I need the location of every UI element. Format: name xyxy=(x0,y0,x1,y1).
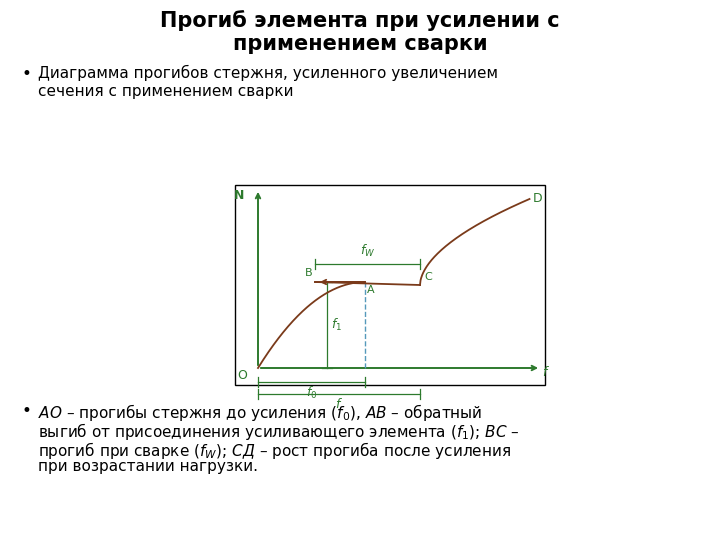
Text: прогиб при сварке ($f_W$); $\mathbf{\mathit{СД}}$ – рост прогиба после усиления: прогиб при сварке ($f_W$); $\mathbf{\mat… xyxy=(38,440,511,461)
Text: N: N xyxy=(233,189,244,202)
Text: D: D xyxy=(533,192,542,206)
Text: •: • xyxy=(22,402,32,420)
Text: f: f xyxy=(542,366,546,379)
Bar xyxy=(235,185,545,385)
Text: $\mathbf{\mathit{АО}}$ – прогибы стержня до усиления ($f_0$), $\mathbf{\mathit{А: $\mathbf{\mathit{АО}}$ – прогибы стержня… xyxy=(38,402,482,423)
Text: C: C xyxy=(424,272,432,282)
Text: •: • xyxy=(22,65,32,83)
Text: при возрастании нагрузки.: при возрастании нагрузки. xyxy=(38,459,258,474)
Text: Прогиб элемента при усилении с
применением сварки: Прогиб элемента при усилении с применени… xyxy=(160,10,560,54)
Text: $\mathit{f}$: $\mathit{f}$ xyxy=(335,397,343,411)
Text: выгиб от присоединения усиливающего элемента ($f_1$); $\mathbf{\mathit{ВС}}$ –: выгиб от присоединения усиливающего элем… xyxy=(38,421,520,442)
Text: B: B xyxy=(305,268,312,278)
Text: $\mathit{f_0}$: $\mathit{f_0}$ xyxy=(306,385,318,401)
Text: O: O xyxy=(237,369,247,382)
Text: Диаграмма прогибов стержня, усиленного увеличением
сечения с применением сварки: Диаграмма прогибов стержня, усиленного у… xyxy=(38,65,498,99)
Text: A: A xyxy=(367,285,374,295)
Text: $\mathit{f_1}$: $\mathit{f_1}$ xyxy=(331,317,342,333)
Text: $\mathit{f_W}$: $\mathit{f_W}$ xyxy=(360,243,375,259)
